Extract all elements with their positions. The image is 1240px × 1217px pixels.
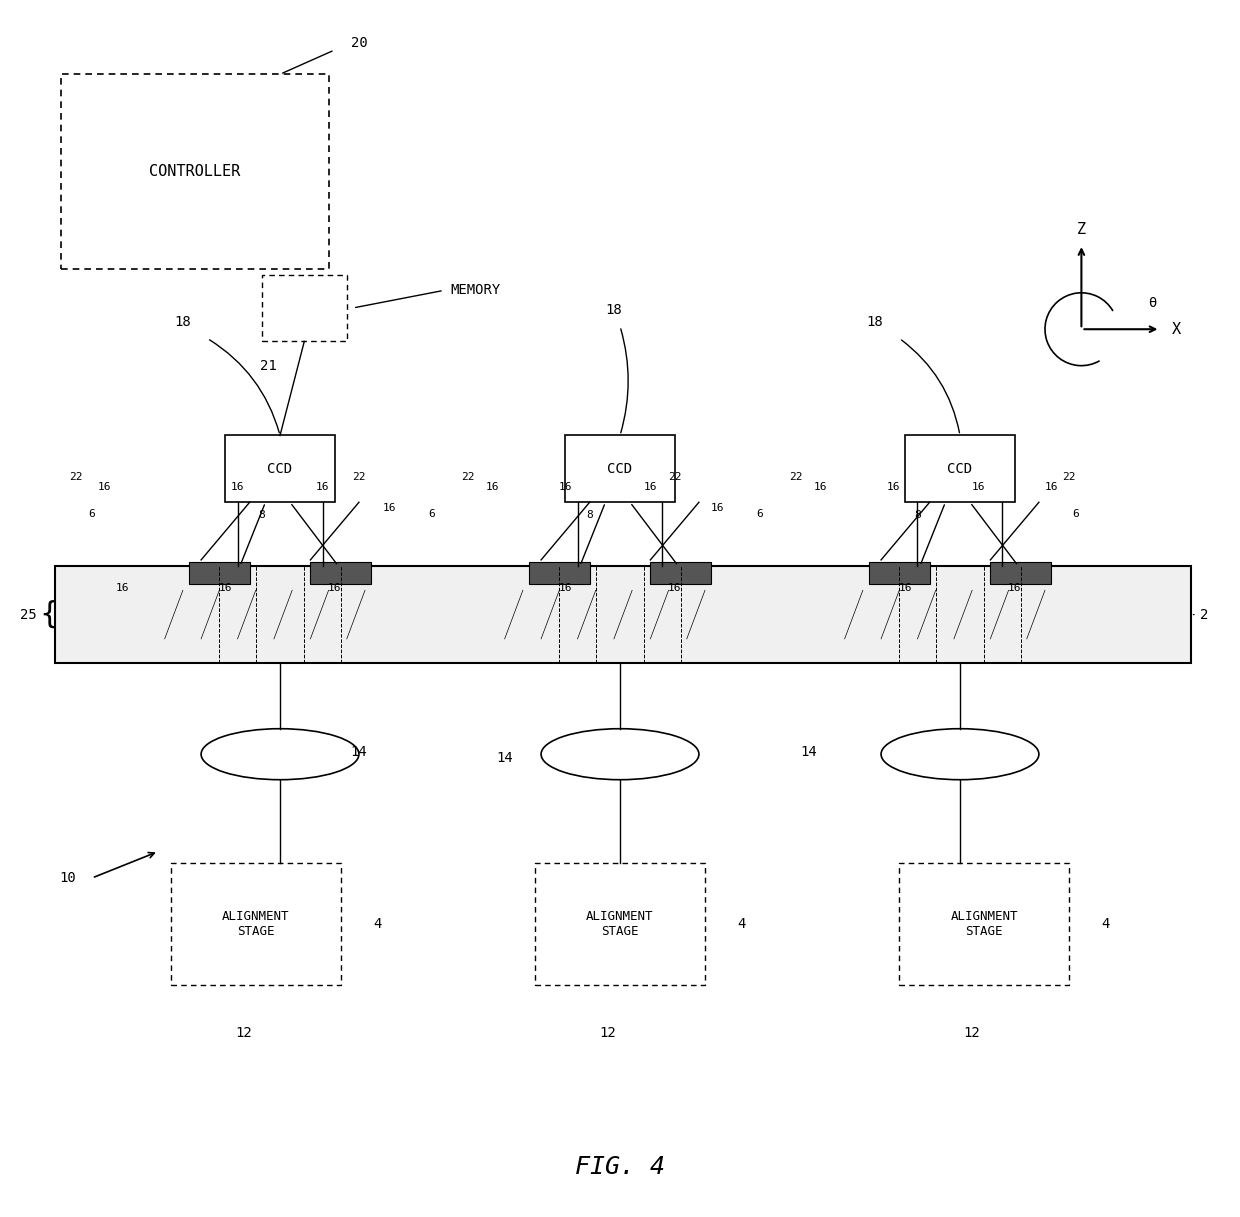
Text: 16: 16 [231, 482, 244, 492]
Text: 6: 6 [756, 509, 763, 518]
FancyBboxPatch shape [262, 275, 347, 342]
Bar [869, 562, 930, 584]
Text: 16: 16 [327, 583, 341, 593]
FancyBboxPatch shape [226, 436, 335, 503]
Text: 16: 16 [383, 503, 396, 512]
Text: θ: θ [1148, 296, 1156, 309]
Text: 16: 16 [711, 503, 724, 512]
Text: 14: 14 [496, 751, 513, 764]
Text: 16: 16 [1008, 583, 1022, 593]
Text: 16: 16 [899, 583, 913, 593]
FancyBboxPatch shape [565, 436, 675, 503]
Text: 16: 16 [644, 482, 657, 492]
FancyBboxPatch shape [171, 864, 341, 985]
Text: 12: 12 [599, 1026, 616, 1041]
Text: 8: 8 [587, 510, 593, 520]
Text: X: X [1172, 321, 1180, 337]
Text: 16: 16 [486, 482, 500, 492]
Text: 18: 18 [867, 315, 883, 329]
Text: 16: 16 [1044, 482, 1058, 492]
Text: Z: Z [1076, 223, 1086, 237]
Text: 16: 16 [316, 482, 330, 492]
Text: {: { [40, 600, 60, 629]
Ellipse shape [882, 729, 1039, 780]
Text: 22: 22 [352, 472, 366, 482]
Ellipse shape [541, 729, 699, 780]
Text: 8: 8 [914, 510, 921, 520]
FancyBboxPatch shape [899, 864, 1069, 985]
Text: 16: 16 [887, 482, 900, 492]
Bar [310, 562, 371, 584]
Text: 12: 12 [236, 1026, 252, 1041]
Text: ALIGNMENT
STAGE: ALIGNMENT STAGE [587, 910, 653, 938]
Text: CCD: CCD [268, 462, 293, 476]
Text: 8: 8 [258, 510, 265, 520]
Text: 16: 16 [97, 482, 110, 492]
Text: FIG. 4: FIG. 4 [575, 1155, 665, 1179]
Text: 18: 18 [175, 315, 191, 329]
Text: MEMORY: MEMORY [450, 284, 500, 297]
Text: 16: 16 [668, 583, 682, 593]
Bar [991, 562, 1052, 584]
Ellipse shape [201, 729, 358, 780]
Text: 6: 6 [429, 509, 435, 518]
Text: 22: 22 [461, 472, 475, 482]
Text: 16: 16 [971, 482, 985, 492]
Text: ALIGNMENT
STAGE: ALIGNMENT STAGE [951, 910, 1018, 938]
FancyBboxPatch shape [62, 74, 329, 269]
Text: 14: 14 [351, 745, 367, 758]
Bar [188, 562, 249, 584]
Text: CCD: CCD [608, 462, 632, 476]
Text: 16: 16 [558, 482, 572, 492]
Text: 21: 21 [259, 359, 277, 372]
Text: 18: 18 [605, 303, 622, 318]
Text: 16: 16 [813, 482, 827, 492]
Text: 22: 22 [69, 472, 83, 482]
Text: 16: 16 [115, 583, 129, 593]
FancyBboxPatch shape [534, 864, 706, 985]
Text: 6: 6 [1071, 509, 1079, 518]
Text: 10: 10 [60, 871, 76, 885]
Text: 20: 20 [351, 35, 367, 50]
Text: 2: 2 [1200, 607, 1209, 622]
Text: 4: 4 [1101, 918, 1110, 931]
Text: 4: 4 [738, 918, 745, 931]
Text: 22: 22 [790, 472, 802, 482]
Text: 6: 6 [88, 509, 95, 518]
Text: 14: 14 [800, 745, 817, 758]
Text: 22: 22 [668, 472, 682, 482]
Bar [650, 562, 711, 584]
FancyBboxPatch shape [56, 566, 1190, 663]
FancyBboxPatch shape [905, 436, 1014, 503]
Bar [529, 562, 590, 584]
Text: 22: 22 [1063, 472, 1076, 482]
Text: CONTROLLER: CONTROLLER [149, 164, 241, 179]
Text: CCD: CCD [947, 462, 972, 476]
Text: 25: 25 [20, 607, 37, 622]
Text: 16: 16 [558, 583, 572, 593]
Text: 16: 16 [218, 583, 232, 593]
Text: ALIGNMENT
STAGE: ALIGNMENT STAGE [222, 910, 289, 938]
Text: 4: 4 [373, 918, 382, 931]
Text: 12: 12 [963, 1026, 981, 1041]
